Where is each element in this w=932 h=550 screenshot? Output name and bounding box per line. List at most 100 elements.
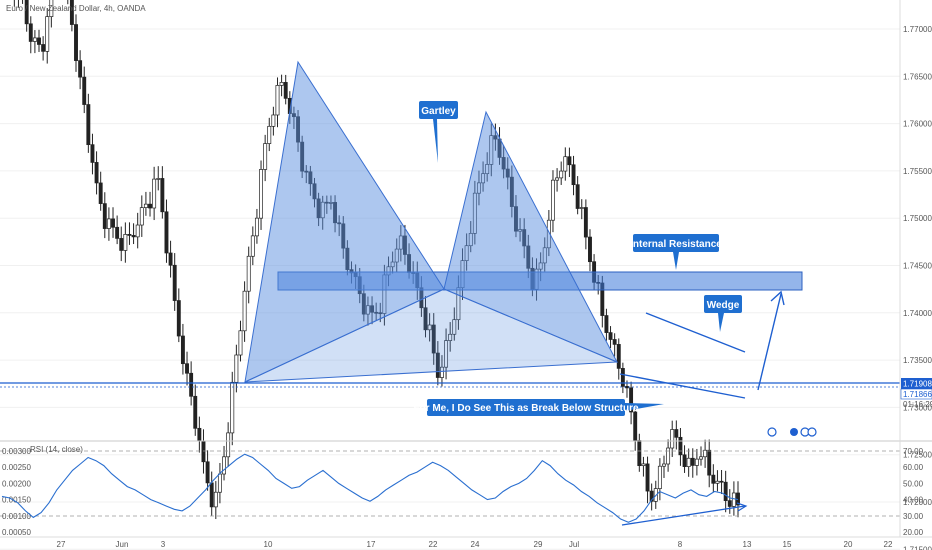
price-tick-label: 1.72500 — [903, 451, 932, 460]
candle-body — [686, 457, 691, 467]
candle-body — [164, 211, 169, 254]
time-tick-label: 10 — [264, 540, 273, 549]
candle-body — [649, 490, 654, 502]
bid-price-tag-box — [900, 388, 932, 400]
candle-body — [238, 330, 243, 356]
candle-body — [283, 82, 288, 99]
last-price-tag[interactable]: 1.71908 — [901, 378, 932, 389]
candle-body — [131, 235, 136, 238]
rsi-tick-label: 40.00 — [903, 496, 924, 505]
projection-arrow-line[interactable] — [757, 293, 782, 391]
rsi-axis[interactable]: 70.00 60.00 50.00 40.00 30.00 20.00 0.00300 0.0… — [2, 447, 924, 537]
internal-resistance-callout-text: Internal Resistance — [630, 239, 722, 250]
candle-body — [172, 264, 177, 301]
candle-body — [82, 76, 87, 105]
wedge-callout[interactable]: Wedge — [704, 295, 742, 332]
candle-body — [168, 252, 173, 266]
rsi-tick-label: 20.00 — [903, 528, 924, 537]
candle-body — [102, 203, 107, 229]
candle-body — [633, 411, 638, 441]
candle-body — [678, 436, 683, 456]
candle-body — [694, 458, 699, 466]
price-tick-label: 1.75000 — [903, 214, 932, 223]
candle-body — [682, 454, 687, 467]
candle-body — [427, 324, 432, 331]
rsi-divergence-arrowhead — [736, 502, 748, 512]
rsi-tick-label: 30.00 — [903, 512, 924, 521]
candle-body — [222, 456, 226, 475]
candle-body — [641, 463, 646, 467]
candle-body — [423, 307, 428, 331]
candle-body — [690, 457, 695, 466]
break-below-callout-box — [427, 399, 625, 416]
time-axis[interactable]: 27 Jun 3 10 17 22 24 29 Jul 8 13 15 20 22 — [57, 540, 893, 549]
candle-body — [555, 177, 560, 181]
candle-body — [620, 368, 625, 387]
candle-body — [259, 169, 263, 219]
candle-body — [731, 492, 736, 507]
candle-body — [41, 44, 46, 52]
candle-body — [666, 447, 671, 465]
last-price-tag-box — [901, 378, 932, 389]
candle-body — [563, 156, 568, 172]
gartley-xbd-triangle[interactable] — [244, 288, 618, 383]
candle-body — [608, 332, 613, 340]
candle-body — [74, 24, 78, 61]
rsi-left-tick-label: 0.00250 — [2, 463, 31, 472]
bid-price-tag[interactable]: 1.71866 — [900, 388, 932, 400]
time-tick-label: Jun — [116, 540, 129, 549]
rsi-left-tick-label: 0.00050 — [2, 528, 31, 537]
event-marker-icon[interactable] — [767, 427, 777, 437]
rsi-divergence-line[interactable] — [621, 505, 746, 526]
candle-body — [205, 461, 210, 484]
candle-body — [226, 432, 231, 458]
candle-body — [579, 207, 584, 209]
candle-body — [127, 234, 132, 236]
candle-body — [111, 218, 115, 228]
wedge-upper-line[interactable] — [645, 312, 746, 353]
rsi-pane[interactable]: 70.00 60.00 50.00 40.00 30.00 20.00 0.00300 0.0… — [0, 445, 924, 537]
candle-body — [209, 482, 214, 508]
candle-body — [189, 372, 194, 397]
break-below-callout-pointer — [625, 403, 664, 411]
candle-body — [575, 184, 580, 209]
candle-body — [78, 60, 83, 78]
price-tick-label: 1.76000 — [903, 120, 932, 129]
gartley-callout[interactable]: Gartley — [419, 101, 458, 163]
candle-body — [588, 236, 592, 263]
candle-body — [711, 474, 716, 484]
candle-body — [559, 170, 564, 179]
candle-body — [24, 0, 29, 25]
price-tick-label: 1.74000 — [903, 309, 932, 318]
candle-body — [604, 315, 609, 333]
time-tick-label: 24 — [471, 540, 480, 549]
candle-body — [707, 449, 712, 476]
candle-body — [637, 440, 642, 467]
wedge-callout-pointer — [718, 313, 724, 332]
event-marker-icon[interactable] — [790, 428, 798, 436]
candle-body — [213, 491, 218, 508]
candle-body — [662, 463, 666, 467]
candle-body — [727, 500, 732, 507]
event-markers[interactable] — [767, 427, 817, 437]
candle-body — [230, 381, 235, 434]
wedge-lower-line[interactable] — [619, 373, 746, 399]
time-tick-label: 29 — [534, 540, 543, 549]
time-tick-label: 17 — [367, 540, 376, 549]
candle-body — [279, 82, 284, 86]
time-tick-label: 22 — [429, 540, 438, 549]
candle-body — [444, 340, 449, 368]
candle-body — [217, 473, 222, 493]
internal-resistance-callout[interactable]: Internal Resistance — [630, 234, 722, 270]
price-tick-label: 1.72000 — [903, 498, 932, 507]
time-tick-label: 22 — [884, 540, 893, 549]
break-below-callout[interactable]: For Me, I Do See This as Break Below Str… — [413, 399, 664, 416]
bid-price-value: 1.71866 — [903, 390, 932, 399]
time-tick-label: 13 — [743, 540, 752, 549]
candle-body — [242, 290, 247, 332]
event-marker-icon[interactable] — [807, 427, 817, 437]
rsi-left-tick-label: 0.00150 — [2, 496, 31, 505]
candle-body — [156, 178, 161, 180]
